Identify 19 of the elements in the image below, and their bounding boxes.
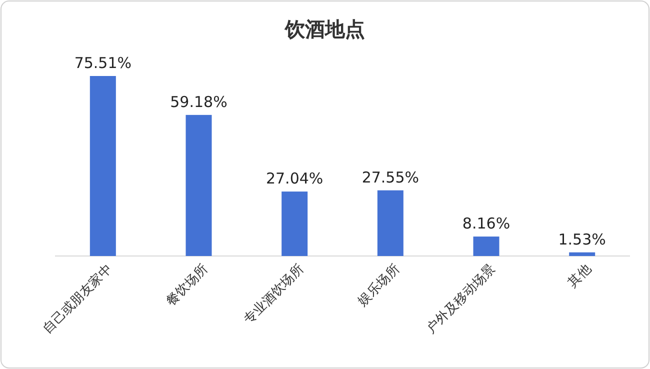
chart-title: 饮酒地点 — [284, 17, 365, 41]
bar — [90, 76, 116, 256]
bar — [282, 192, 308, 256]
x-tick-label: 自己或朋友家中 — [40, 261, 116, 337]
x-tick-label: 娱乐场所 — [355, 262, 403, 310]
data-label: 8.16% — [462, 214, 510, 233]
data-label: 27.55% — [362, 168, 420, 186]
bar — [473, 236, 500, 256]
bar — [186, 114, 212, 256]
bar — [569, 252, 596, 256]
data-label: 59.18% — [170, 92, 228, 111]
data-label: 1.53% — [558, 230, 606, 248]
x-tick-label: 餐饮场所 — [164, 262, 212, 310]
x-tick-label: 户外及移动场景 — [424, 262, 499, 337]
data-label: 27.04% — [266, 170, 324, 188]
x-tick-label: 其他 — [565, 262, 594, 291]
x-tick-label: 专业酒饮场所 — [241, 262, 307, 328]
data-label: 75.51% — [74, 54, 132, 72]
bar — [377, 190, 404, 256]
